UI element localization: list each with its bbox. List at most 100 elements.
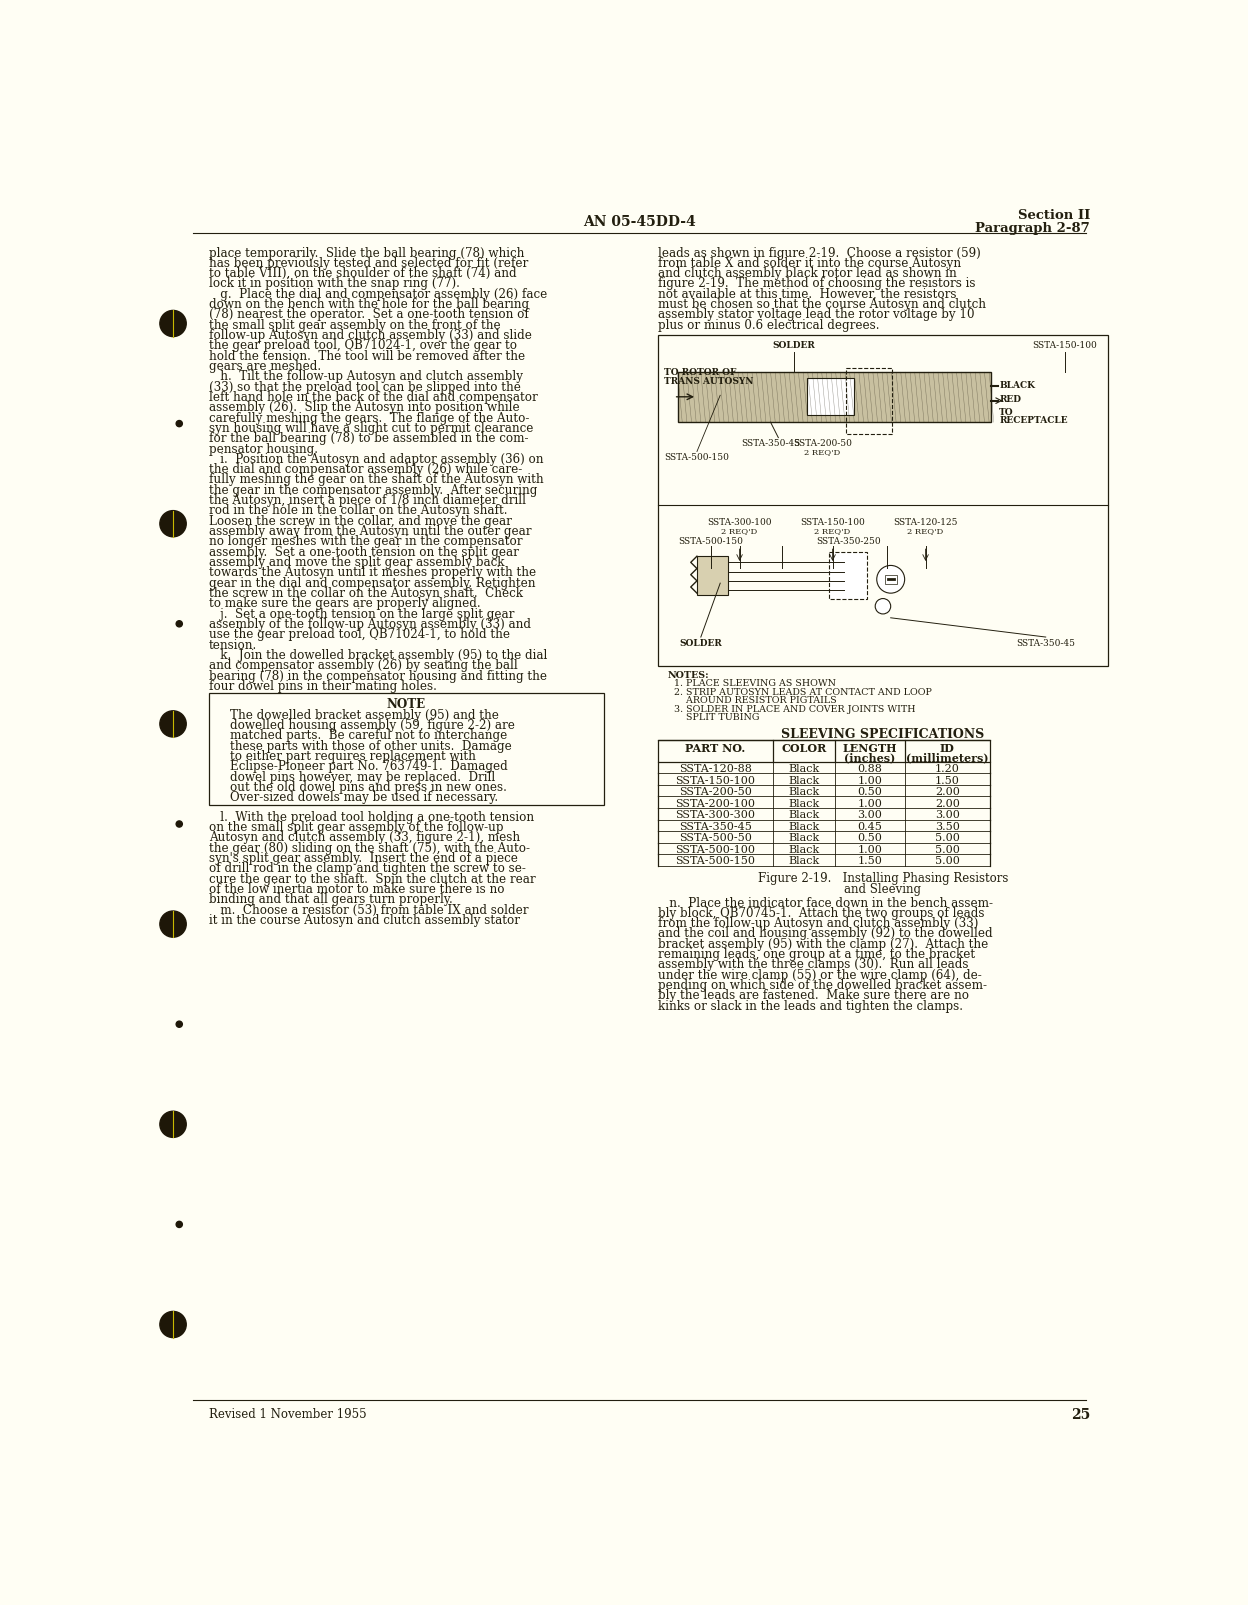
Text: TRANS AUTOSYN: TRANS AUTOSYN (664, 377, 754, 385)
Text: the Autosyn, insert a piece of 1/8 inch diameter drill: the Autosyn, insert a piece of 1/8 inch … (208, 494, 525, 507)
Text: AN 05-45DD-4: AN 05-45DD-4 (583, 215, 696, 230)
Circle shape (875, 599, 891, 615)
Text: PART NO.: PART NO. (685, 743, 745, 754)
Text: kinks or slack in the leads and tighten the clamps.: kinks or slack in the leads and tighten … (658, 1000, 963, 1013)
Text: Autosyn and clutch assembly (33, figure 2-1), mesh: Autosyn and clutch assembly (33, figure … (208, 831, 520, 844)
Circle shape (176, 820, 182, 827)
Text: SSTA-120-125: SSTA-120-125 (894, 518, 957, 528)
Text: follow-up Autosyn and clutch assembly (33) and slide: follow-up Autosyn and clutch assembly (3… (208, 329, 532, 342)
Text: BLACK: BLACK (1000, 382, 1035, 390)
Text: has been previously tested and selected for fit (refer: has been previously tested and selected … (208, 257, 528, 270)
Text: ID: ID (940, 743, 955, 754)
Text: it in the course Autosyn and clutch assembly stator: it in the course Autosyn and clutch asse… (208, 913, 519, 928)
Text: SSTA-150-100: SSTA-150-100 (800, 518, 865, 528)
Text: pensator housing.: pensator housing. (208, 443, 318, 456)
Text: 2 REQ'D: 2 REQ'D (721, 526, 758, 534)
Text: gears are meshed.: gears are meshed. (208, 360, 321, 372)
Text: SSTA-150-100: SSTA-150-100 (675, 775, 755, 785)
Text: Black: Black (789, 811, 820, 820)
Text: Loosen the screw in the collar, and move the gear: Loosen the screw in the collar, and move… (208, 515, 512, 528)
Text: bly block, QB70745-1.  Attach the two groups of leads: bly block, QB70745-1. Attach the two gro… (658, 907, 985, 920)
Text: l.  With the preload tool holding a one-tooth tension: l. With the preload tool holding a one-t… (208, 811, 534, 823)
Text: the small split gear assembly on the front of the: the small split gear assembly on the fro… (208, 319, 500, 332)
Text: (inches): (inches) (844, 753, 895, 764)
Text: 1.00: 1.00 (857, 799, 882, 809)
Text: syn housing will have a slight cut to permit clearance: syn housing will have a slight cut to pe… (208, 422, 533, 435)
Text: Over-sized dowels may be used if necessary.: Over-sized dowels may be used if necessa… (231, 791, 498, 804)
Text: these parts with those of other units.  Damage: these parts with those of other units. D… (231, 740, 512, 753)
Circle shape (176, 1021, 182, 1027)
Bar (208, 693, 604, 804)
Text: i.  Position the Autosyn and adaptor assembly (36) on: i. Position the Autosyn and adaptor asse… (208, 453, 543, 465)
Text: AROUND RESISTOR PIGTAILS: AROUND RESISTOR PIGTAILS (668, 697, 836, 705)
Text: left hand hole in the back of the dial and compensator: left hand hole in the back of the dial a… (208, 392, 538, 404)
Circle shape (160, 510, 186, 536)
Text: m.  Choose a resistor (53) from table IX and solder: m. Choose a resistor (53) from table IX … (208, 904, 528, 916)
Text: SSTA-300-100: SSTA-300-100 (708, 518, 771, 528)
Text: and Sleeving: and Sleeving (845, 883, 921, 896)
Text: SSTA-500-150: SSTA-500-150 (675, 857, 755, 867)
Circle shape (176, 621, 182, 628)
Text: to make sure the gears are properly aligned.: to make sure the gears are properly alig… (208, 597, 480, 610)
Text: Black: Black (789, 833, 820, 843)
Text: place temporarily.  Slide the ball bearing (78) which: place temporarily. Slide the ball bearin… (208, 247, 524, 260)
Text: assembly of the follow-up Autosyn assembly (33) and: assembly of the follow-up Autosyn assemb… (208, 618, 530, 631)
Text: (33) so that the preload tool can be slipped into the: (33) so that the preload tool can be sli… (208, 380, 520, 393)
Text: SOLDER: SOLDER (773, 342, 815, 350)
Text: hold the tension.  The tool will be removed after the: hold the tension. The tool will be remov… (208, 350, 525, 363)
Text: The dowelled bracket assembly (95) and the: The dowelled bracket assembly (95) and t… (231, 709, 499, 722)
Text: leads as shown in figure 2-19.  Choose a resistor (59): leads as shown in figure 2-19. Choose a … (658, 247, 981, 260)
Text: fully meshing the gear on the shaft of the Autosyn with: fully meshing the gear on the shaft of t… (208, 473, 543, 486)
Text: 2 REQ'D: 2 REQ'D (907, 526, 943, 534)
Text: RED: RED (1000, 395, 1021, 404)
Text: (78) nearest the operator.  Set a one-tooth tension of: (78) nearest the operator. Set a one-too… (208, 308, 529, 321)
Text: NOTE: NOTE (387, 698, 426, 711)
Text: use the gear preload tool, QB71024-1, to hold the: use the gear preload tool, QB71024-1, to… (208, 628, 509, 642)
Text: carefully meshing the gears.  The flange of the Auto-: carefully meshing the gears. The flange … (208, 411, 529, 425)
Text: Black: Black (789, 799, 820, 809)
Text: Paragraph 2-87: Paragraph 2-87 (975, 221, 1090, 234)
Text: assembly stator voltage lead the rotor voltage by 10: assembly stator voltage lead the rotor v… (658, 308, 975, 321)
Text: down on the bench with the hole for the ball bearing: down on the bench with the hole for the … (208, 299, 529, 311)
Text: the gear in the compensator assembly.  After securing: the gear in the compensator assembly. Af… (208, 483, 537, 498)
Text: no longer meshes with the gear in the compensator: no longer meshes with the gear in the co… (208, 536, 522, 549)
Text: dowel pins however, may be replaced.  Drill: dowel pins however, may be replaced. Dri… (231, 770, 495, 783)
Text: cure the gear to the shaft.  Spin the clutch at the rear: cure the gear to the shaft. Spin the clu… (208, 873, 535, 886)
Bar (658, 740, 990, 762)
Circle shape (160, 1111, 186, 1138)
Text: 5.00: 5.00 (935, 844, 960, 855)
Text: SSTA-200-50: SSTA-200-50 (792, 440, 852, 448)
Text: SSTA-200-50: SSTA-200-50 (679, 786, 753, 798)
Text: Figure 2-19.   Installing Phasing Resistors: Figure 2-19. Installing Phasing Resistor… (758, 872, 1008, 884)
Text: 0.50: 0.50 (857, 786, 882, 798)
Text: 1.00: 1.00 (857, 775, 882, 785)
Text: and the coil and housing assembly (92) to the dowelled: and the coil and housing assembly (92) t… (658, 928, 993, 941)
Circle shape (176, 1221, 182, 1228)
Text: bearing (78) in the compensator housing and fitting the: bearing (78) in the compensator housing … (208, 669, 547, 682)
Text: SSTA-500-100: SSTA-500-100 (675, 844, 755, 855)
Text: to either part requires replacement with: to either part requires replacement with (231, 750, 477, 762)
Text: binding and that all gears turn properly.: binding and that all gears turn properly… (208, 894, 453, 907)
Text: syn's split gear assembly.  Insert the end of a piece: syn's split gear assembly. Insert the en… (208, 852, 518, 865)
Text: SSTA-300-300: SSTA-300-300 (675, 811, 755, 820)
Text: to table VIII), on the shoulder of the shaft (74) and: to table VIII), on the shoulder of the s… (208, 266, 517, 281)
Text: from the follow-up Autosyn and clutch assembly (33): from the follow-up Autosyn and clutch as… (658, 916, 978, 931)
Text: 5.00: 5.00 (935, 833, 960, 843)
Text: g.  Place the dial and compensator assembly (26) face: g. Place the dial and compensator assemb… (208, 287, 547, 300)
Text: gear in the dial and compensator assembly. Retighten: gear in the dial and compensator assembl… (208, 576, 535, 589)
Text: 3.00: 3.00 (935, 811, 960, 820)
Text: assembly (26).  Slip the Autosyn into position while: assembly (26). Slip the Autosyn into pos… (208, 401, 519, 414)
Text: out the old dowel pins and press in new ones.: out the old dowel pins and press in new … (231, 782, 507, 794)
Text: lock it in position with the snap ring (77).: lock it in position with the snap ring (… (208, 278, 459, 291)
Text: SLEEVING SPECIFICATIONS: SLEEVING SPECIFICATIONS (781, 729, 985, 742)
Text: LENGTH: LENGTH (842, 743, 897, 754)
Text: tension.: tension. (208, 639, 257, 652)
Text: and clutch assembly black rotor lead as shown in: and clutch assembly black rotor lead as … (658, 266, 957, 281)
Circle shape (160, 1311, 186, 1337)
Text: assembly away from the Autosyn until the outer gear: assembly away from the Autosyn until the… (208, 525, 532, 538)
Text: remaining leads, one group at a time, to the bracket: remaining leads, one group at a time, to… (658, 949, 976, 961)
Text: 2. STRIP AUTOSYN LEADS AT CONTACT AND LOOP: 2. STRIP AUTOSYN LEADS AT CONTACT AND LO… (668, 689, 931, 697)
Text: must be chosen so that the course Autosyn and clutch: must be chosen so that the course Autosy… (658, 299, 986, 311)
Text: 1.00: 1.00 (857, 844, 882, 855)
Circle shape (160, 711, 186, 737)
